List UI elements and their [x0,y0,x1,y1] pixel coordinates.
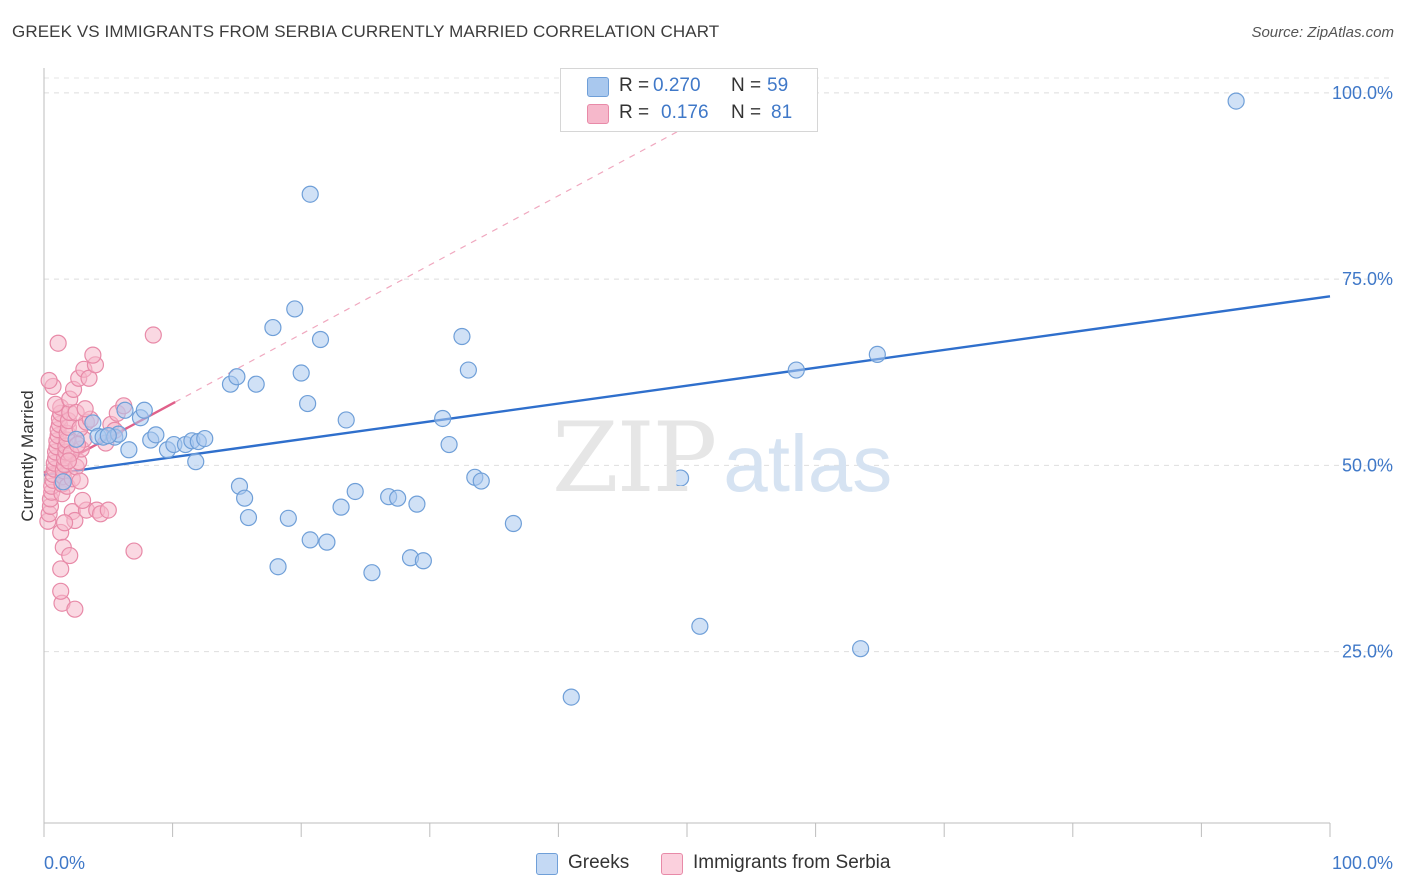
serbia-point [52,582,70,600]
y-axis-label: Currently Married [18,390,37,521]
greeks-point [787,361,805,379]
greeks-point [299,394,317,413]
greeks-point [135,401,153,419]
grid-lines [44,77,1392,653]
serbia-point [73,491,92,510]
greeks-point [691,617,709,635]
greeks-point [562,688,580,706]
legend-n-label: N = [731,102,762,123]
greeks-point [434,409,452,428]
bottom-legend-swatch-serbia [661,853,683,875]
watermark-zip: ZIP [552,402,717,514]
greeks-point [453,327,471,346]
greeks-point [264,318,282,337]
x-tick-label: 0.0% [44,853,85,873]
serbia-point [52,560,70,578]
correlation-legend: R = 0.270 N = 59 R = 0.176 N = 81 [560,68,818,132]
serbia-point [76,400,94,418]
serbia-point [66,600,84,618]
greeks-point [187,453,205,471]
greeks-point [269,558,287,576]
greeks-point [279,509,297,527]
greeks-point [228,368,246,386]
greeks-point [67,430,85,448]
legend-r-value-serbia: 0.176 [661,102,709,123]
legend-r-value-greeks: 0.270 [653,75,701,96]
greeks-point [868,345,886,363]
greeks-point [236,489,254,507]
chart-source: Source: ZipAtlas.com [1251,24,1394,41]
serbia-point [61,546,79,565]
greeks-point [332,498,350,516]
serbia-point [125,542,143,560]
greeks-point [99,427,117,445]
greeks-point [346,482,364,501]
bottom-legend-label-greeks: Greeks [568,852,630,873]
greeks-point [1227,92,1245,110]
axes [43,68,1331,837]
y-tick-label: 25.0% [1342,642,1393,662]
bottom-legend-label-serbia: Immigrants from Serbia [693,852,891,873]
greeks-point [116,401,134,419]
y-tick-label: 75.0% [1342,269,1393,289]
greeks-point [301,531,319,549]
watermark: ZIP atlas [552,402,892,514]
greeks-point [247,375,265,393]
chart-title: GREEK VS IMMIGRANTS FROM SERBIA CURRENTL… [12,22,720,41]
greeks-point [54,473,72,491]
greeks-point [414,552,432,570]
legend-n-value-serbia: 81 [771,102,793,123]
greeks-point [120,441,138,459]
data-points [39,92,1245,706]
watermark-atlas: atlas [723,419,893,508]
greeks-point [337,411,355,429]
serbia-point [40,371,58,390]
y-tick-label: 100.0% [1332,83,1393,103]
x-tick-label: 100.0% [1332,853,1393,873]
greeks-point [389,489,407,507]
trend-extension-1 [174,77,778,403]
greeks-point [286,300,304,318]
serbia-point [144,326,162,344]
greeks-point [504,514,522,533]
serbia-point [49,334,67,352]
greeks-point [459,361,477,379]
legend-swatch-serbia [587,104,609,124]
legend-swatch-greeks [587,77,609,97]
trend-line-0 [43,295,1331,477]
serbia-point [71,472,89,490]
greeks-point [671,469,690,487]
greeks-point [147,426,165,444]
serbia-point [99,501,117,519]
greeks-point [301,185,319,203]
legend-n-value-greeks: 59 [767,75,789,96]
bottom-legend-swatch-greeks [536,853,558,875]
greeks-point [852,640,870,658]
greeks-point [472,472,490,490]
greeks-point [196,429,214,448]
tick-labels: 25.0% 50.0% 75.0% 100.0% 0.0% 100.0% [44,83,1393,873]
y-tick-label: 50.0% [1342,455,1393,475]
legend-r-label: R = [619,75,650,96]
serbia-point [59,452,78,470]
legend-n-label: N = [731,75,762,96]
greeks-point [311,330,330,349]
legend-r-label: R = [619,102,650,123]
greeks-point [440,435,458,454]
greeks-point [239,508,258,527]
serbia-point [55,514,74,532]
greeks-point [292,364,310,382]
serbia-point [84,346,102,364]
greeks-point [363,564,381,582]
greeks-point [318,533,336,551]
greeks-point [408,495,426,513]
